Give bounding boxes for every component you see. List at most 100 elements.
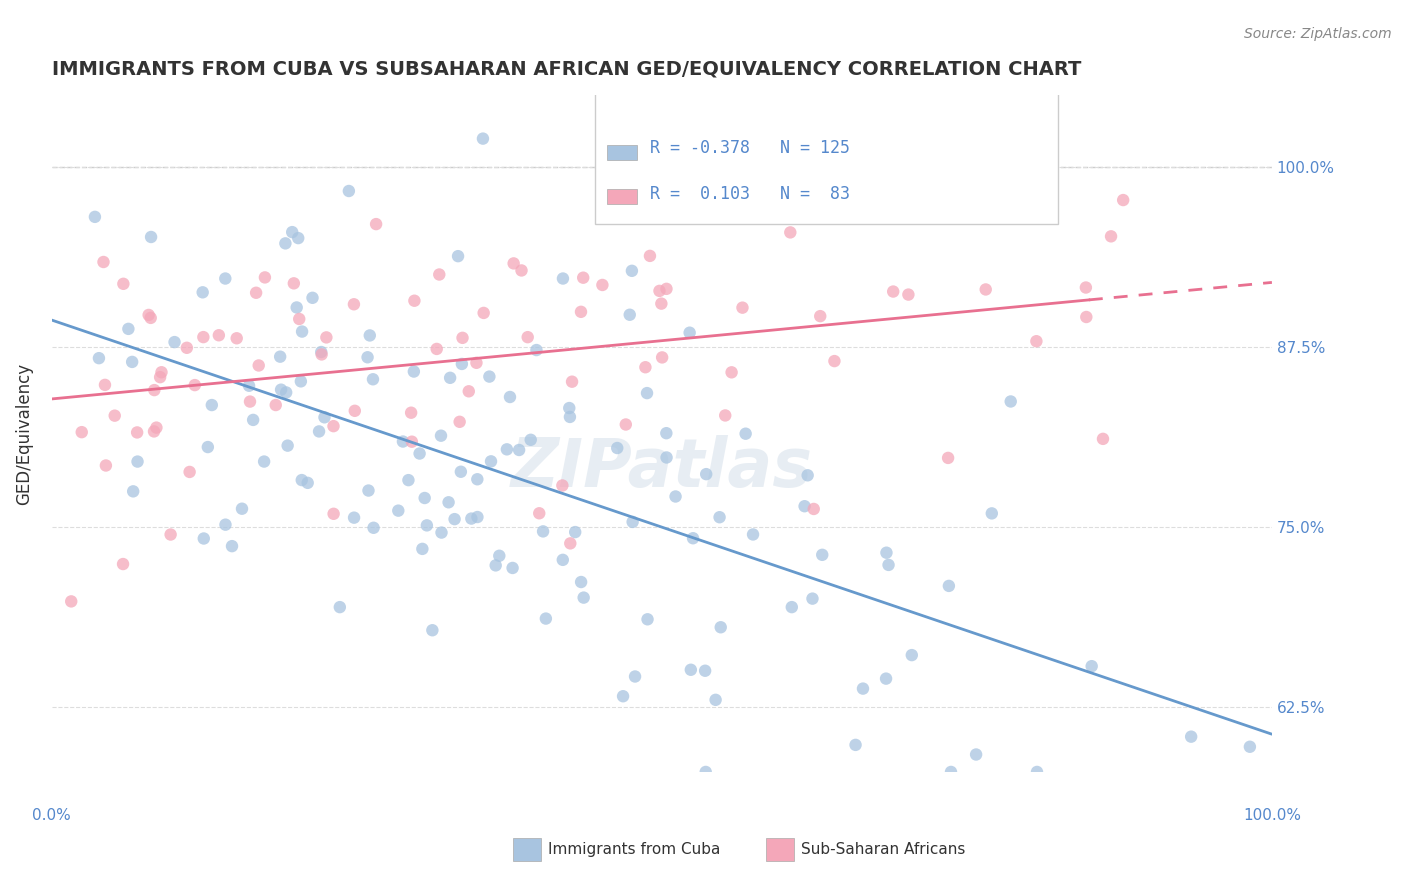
Immigrants from Cuba	[121, 355, 143, 369]
Sub-Saharan Africans	[343, 297, 366, 311]
Immigrants from Cuba	[710, 620, 733, 634]
Immigrants from Cuba	[359, 328, 381, 343]
Sub-Saharan Africans	[399, 406, 422, 420]
Immigrants from Cuba	[508, 442, 530, 457]
Immigrants from Cuba	[437, 495, 460, 509]
Immigrants from Cuba	[558, 401, 581, 415]
Sub-Saharan Africans	[529, 506, 551, 520]
Y-axis label: GED/Equivalency: GED/Equivalency	[15, 363, 32, 505]
Immigrants from Cuba	[361, 372, 384, 386]
Immigrants from Cuba	[193, 532, 215, 546]
Sub-Saharan Africans	[1099, 229, 1122, 244]
Immigrants from Cuba	[488, 549, 510, 563]
Immigrants from Cuba	[572, 591, 595, 605]
Immigrants from Cuba	[875, 546, 897, 560]
FancyBboxPatch shape	[607, 189, 637, 203]
Immigrants from Cuba	[396, 473, 419, 487]
Sub-Saharan Africans	[149, 370, 172, 384]
Sub-Saharan Africans	[247, 359, 270, 373]
Immigrants from Cuba	[564, 524, 586, 539]
Immigrants from Cuba	[1180, 730, 1202, 744]
Immigrants from Cuba	[439, 371, 461, 385]
Immigrants from Cuba	[281, 225, 304, 239]
Immigrants from Cuba	[411, 541, 433, 556]
Immigrants from Cuba	[416, 518, 439, 533]
Immigrants from Cuba	[387, 503, 409, 517]
Sub-Saharan Africans	[1112, 193, 1135, 207]
Immigrants from Cuba	[270, 383, 292, 397]
Sub-Saharan Africans	[808, 309, 831, 323]
Immigrants from Cuba	[337, 184, 360, 198]
Immigrants from Cuba	[117, 322, 139, 336]
Text: IMMIGRANTS FROM CUBA VS SUBSAHARAN AFRICAN GED/EQUIVALENCY CORRELATION CHART: IMMIGRANTS FROM CUBA VS SUBSAHARAN AFRIC…	[52, 60, 1081, 78]
Immigrants from Cuba	[197, 440, 219, 454]
Immigrants from Cuba	[845, 738, 868, 752]
Immigrants from Cuba	[443, 512, 465, 526]
Sub-Saharan Africans	[176, 341, 198, 355]
Immigrants from Cuba	[485, 558, 508, 573]
Immigrants from Cuba	[877, 558, 900, 572]
Sub-Saharan Africans	[714, 409, 737, 423]
Sub-Saharan Africans	[731, 301, 754, 315]
Immigrants from Cuba	[1080, 659, 1102, 673]
Sub-Saharan Africans	[634, 360, 657, 375]
Sub-Saharan Africans	[127, 425, 149, 440]
Immigrants from Cuba	[291, 473, 314, 487]
Immigrants from Cuba	[655, 450, 678, 465]
Immigrants from Cuba	[939, 764, 962, 779]
Text: 0.0%: 0.0%	[32, 808, 72, 823]
Immigrants from Cuba	[965, 747, 987, 762]
Immigrants from Cuba	[901, 648, 924, 662]
Sub-Saharan Africans	[465, 356, 488, 370]
Sub-Saharan Africans	[225, 331, 247, 345]
Immigrants from Cuba	[343, 510, 366, 524]
Immigrants from Cuba	[619, 308, 641, 322]
Immigrants from Cuba	[1239, 739, 1261, 754]
Sub-Saharan Africans	[651, 351, 673, 365]
Sub-Saharan Africans	[143, 425, 166, 439]
Sub-Saharan Africans	[139, 310, 162, 325]
Sub-Saharan Africans	[112, 277, 135, 291]
Immigrants from Cuba	[430, 525, 453, 540]
Text: Immigrants from Cuba: Immigrants from Cuba	[548, 842, 721, 856]
Immigrants from Cuba	[499, 390, 522, 404]
Immigrants from Cuba	[558, 409, 581, 424]
Immigrants from Cuba	[285, 301, 308, 315]
Immigrants from Cuba	[231, 501, 253, 516]
Sub-Saharan Africans	[94, 458, 117, 473]
Immigrants from Cuba	[655, 426, 678, 441]
Sub-Saharan Africans	[614, 417, 637, 432]
Sub-Saharan Africans	[343, 404, 366, 418]
Sub-Saharan Africans	[239, 394, 262, 409]
Sub-Saharan Africans	[803, 502, 825, 516]
Sub-Saharan Africans	[1091, 432, 1114, 446]
Sub-Saharan Africans	[426, 342, 449, 356]
Sub-Saharan Africans	[404, 293, 426, 308]
Immigrants from Cuba	[287, 231, 309, 245]
Immigrants from Cuba	[276, 385, 298, 400]
Sub-Saharan Africans	[283, 277, 305, 291]
Sub-Saharan Africans	[264, 398, 287, 412]
Sub-Saharan Africans	[451, 331, 474, 345]
Immigrants from Cuba	[496, 442, 519, 457]
Sub-Saharan Africans	[640, 181, 662, 195]
Sub-Saharan Africans	[560, 536, 582, 550]
Sub-Saharan Africans	[1076, 310, 1098, 324]
Immigrants from Cuba	[447, 249, 470, 263]
Text: Source: ZipAtlas.com: Source: ZipAtlas.com	[1244, 27, 1392, 41]
Immigrants from Cuba	[253, 454, 276, 468]
Sub-Saharan Africans	[315, 330, 337, 344]
Text: R = -0.378   N = 125: R = -0.378 N = 125	[650, 139, 849, 157]
Immigrants from Cuba	[87, 351, 110, 366]
Sub-Saharan Africans	[311, 347, 333, 361]
Immigrants from Cuba	[742, 527, 765, 541]
Immigrants from Cuba	[471, 131, 494, 145]
Immigrants from Cuba	[402, 365, 425, 379]
Immigrants from Cuba	[163, 335, 186, 350]
Text: Sub-Saharan Africans: Sub-Saharan Africans	[801, 842, 966, 856]
Immigrants from Cuba	[460, 511, 482, 525]
Immigrants from Cuba	[734, 426, 756, 441]
Sub-Saharan Africans	[591, 277, 613, 292]
Sub-Saharan Africans	[143, 383, 166, 397]
Immigrants from Cuba	[479, 454, 502, 468]
